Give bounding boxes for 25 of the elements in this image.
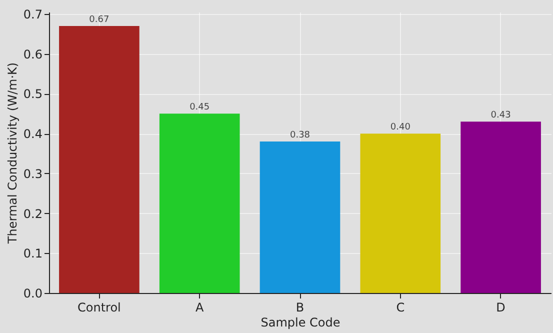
y-tick-label: 0.6 [23, 47, 42, 62]
bar [159, 114, 240, 293]
bar [260, 142, 340, 293]
bar [59, 26, 140, 293]
y-tick-label: 0.4 [23, 127, 42, 142]
y-tick-label: 0.1 [23, 246, 42, 261]
y-axis-title: Thermal Conductivity (W/m·K) [5, 62, 20, 245]
y-tick-label: 0.7 [23, 7, 42, 22]
data-label: 0.45 [190, 102, 210, 113]
y-tick-label: 0.5 [23, 87, 42, 102]
y-tick-label: 0.3 [23, 166, 42, 181]
x-axis-title: Sample Code [260, 316, 340, 330]
x-tick-label: C [396, 300, 405, 314]
bar [360, 134, 441, 293]
y-tick-label: 0.2 [23, 206, 42, 221]
data-label: 0.40 [390, 122, 411, 133]
y-tick-label: 0.0 [23, 286, 42, 300]
data-label: 0.43 [490, 110, 511, 121]
x-tick-label: A [195, 300, 204, 314]
x-tick-label: B [296, 300, 304, 314]
data-label: 0.67 [89, 14, 110, 25]
x-tick-label: Control [78, 300, 121, 314]
data-label: 0.38 [290, 130, 310, 141]
bar [460, 122, 541, 293]
x-tick-label: D [496, 300, 506, 314]
